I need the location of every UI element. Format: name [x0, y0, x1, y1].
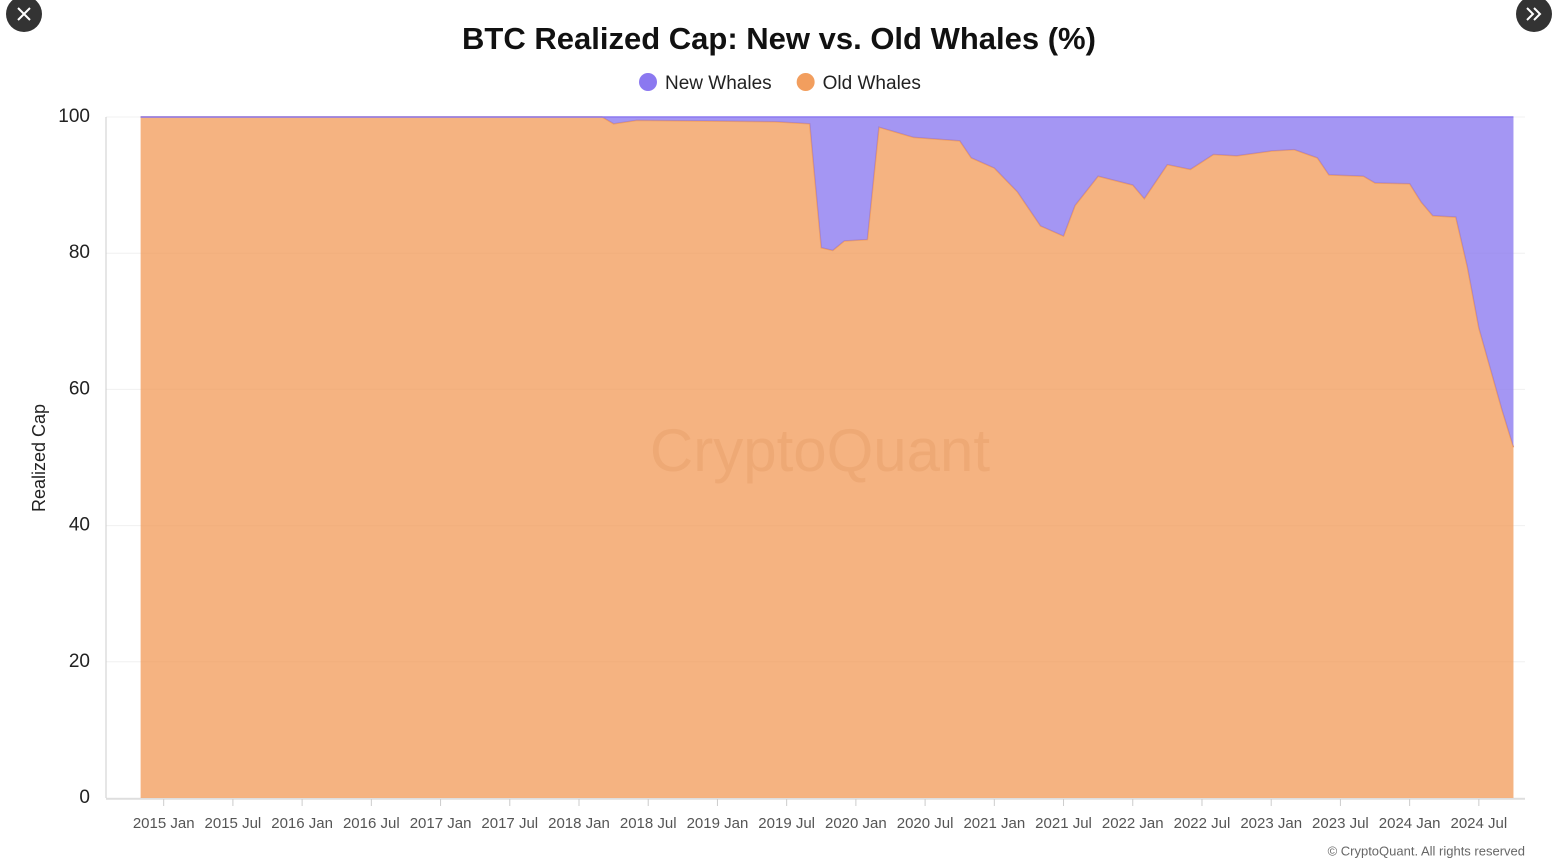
x-tick-label: 2019 Jan — [687, 815, 749, 832]
y-axis-label: Realized Cap — [29, 404, 49, 512]
x-tick-label: 2024 Jul — [1450, 815, 1507, 832]
y-tick-label: 40 — [69, 515, 90, 536]
legend-label: New Whales — [665, 73, 772, 94]
y-tick-label: 20 — [69, 651, 90, 672]
y-tick-label: 0 — [79, 787, 90, 808]
y-tick-label: 100 — [58, 106, 90, 127]
x-tick-label: 2017 Jan — [410, 815, 472, 832]
x-tick-label: 2018 Jul — [620, 815, 677, 832]
x-tick-label: 2019 Jul — [758, 815, 815, 832]
area — [140, 117, 1514, 448]
close-button[interactable] — [6, 0, 42, 32]
x-tick-label: 2016 Jan — [271, 815, 333, 832]
x-tick-label: 2021 Jan — [963, 815, 1025, 832]
x-tick-label: 2020 Jan — [825, 815, 887, 832]
x-tick-label: 2017 Jul — [481, 815, 538, 832]
credit: © CryptoQuant. All rights reserved — [1328, 843, 1525, 858]
y-tick-label: 80 — [69, 242, 90, 263]
legend-marker — [639, 73, 657, 91]
x-tick-label: 2018 Jan — [548, 815, 610, 832]
legend-marker — [796, 73, 815, 91]
x-tick-label: 2021 Jul — [1035, 815, 1092, 832]
x-tick-label: 2020 Jul — [897, 815, 954, 832]
area — [140, 117, 1514, 798]
x-tick-label: 2024 Jan — [1379, 815, 1441, 832]
x-tick-label: 2015 Jul — [205, 815, 262, 832]
x-tick-label: 2023 Jan — [1240, 815, 1302, 832]
legend-label: Old Whales — [823, 73, 921, 94]
x-tick-label: 2022 Jan — [1102, 815, 1164, 832]
x-tick-label: 2023 Jul — [1312, 815, 1369, 832]
chart-title: BTC Realized Cap: New vs. Old Whales (%) — [462, 21, 1096, 56]
x-tick-label: 2016 Jul — [343, 815, 400, 832]
y-tick-label: 60 — [69, 378, 90, 399]
x-tick-label: 2015 Jan — [133, 815, 195, 832]
x-tick-label: 2022 Jul — [1174, 815, 1231, 832]
watermark: CryptoQuant — [650, 417, 990, 484]
expand-button[interactable] — [1516, 0, 1552, 32]
